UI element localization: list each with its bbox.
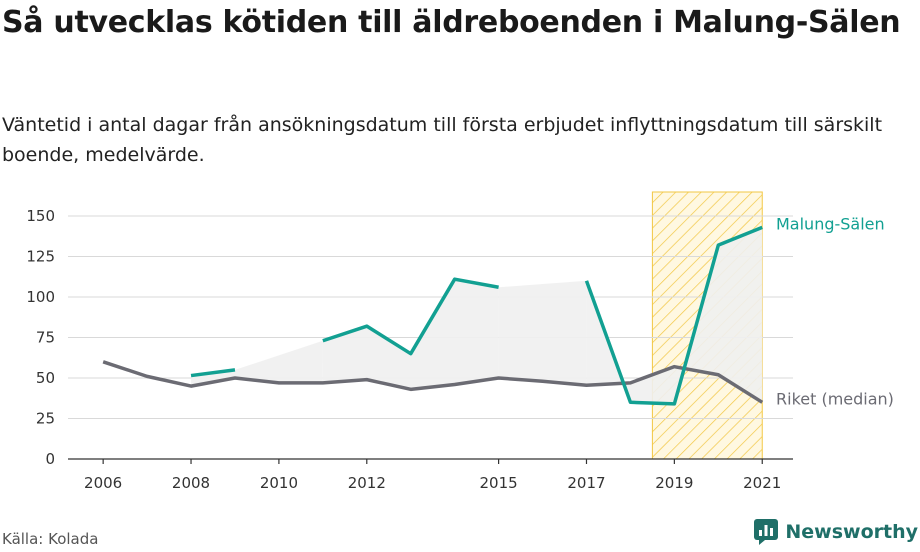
line-chart: 0 25 50 75 100 125 150 2006 2008 2010 2012 2015 2017… <box>26 191 894 492</box>
y-tick-label: 25 <box>36 410 55 428</box>
x-tick-label: 2012 <box>348 474 386 492</box>
x-tick-label: 2017 <box>567 474 605 492</box>
x-tick-label: 2015 <box>480 474 518 492</box>
brand-logo: Newsworthy <box>753 518 918 546</box>
series-line <box>190 368 236 378</box>
x-tick-label: 2006 <box>84 474 122 492</box>
source-note: Källa: Kolada <box>2 530 99 548</box>
series-line <box>102 360 764 404</box>
series-label-malung: Malung-Sälen <box>776 214 885 233</box>
series-label-riket: Riket (median) <box>776 389 894 408</box>
series-lines <box>102 225 764 406</box>
range-band <box>234 340 323 383</box>
range-band <box>322 279 499 390</box>
y-tick-label: 150 <box>26 207 55 225</box>
brand-name: Newsworthy <box>785 521 918 543</box>
range-band-layer <box>191 227 763 404</box>
series-labels: Malung-Sälen Riket (median) <box>776 214 894 408</box>
chart-subtitle: Väntetid i antal dagar från ansökningsda… <box>2 114 883 166</box>
chart-title: Så utvecklas kötiden till äldreboenden i… <box>2 5 901 40</box>
y-tick-label: 100 <box>26 288 55 306</box>
range-band <box>191 369 235 387</box>
series-line <box>322 277 499 356</box>
x-tick-label: 2010 <box>260 474 298 492</box>
series-line <box>584 225 763 406</box>
y-tick-label: 50 <box>36 369 55 387</box>
newsworthy-logo-icon <box>754 519 779 545</box>
x-tick-label: 2021 <box>743 474 781 492</box>
y-tick-label: 0 <box>45 450 55 468</box>
range-band <box>586 227 763 404</box>
x-tick-label: 2008 <box>172 474 210 492</box>
x-tick-label: 2019 <box>655 474 693 492</box>
y-tick-label: 125 <box>26 248 55 266</box>
y-tick-label: 75 <box>36 329 55 347</box>
axes: 0 25 50 75 100 125 150 2006 2008 2010 2012 2015 2017… <box>26 207 793 492</box>
range-band <box>498 280 587 386</box>
